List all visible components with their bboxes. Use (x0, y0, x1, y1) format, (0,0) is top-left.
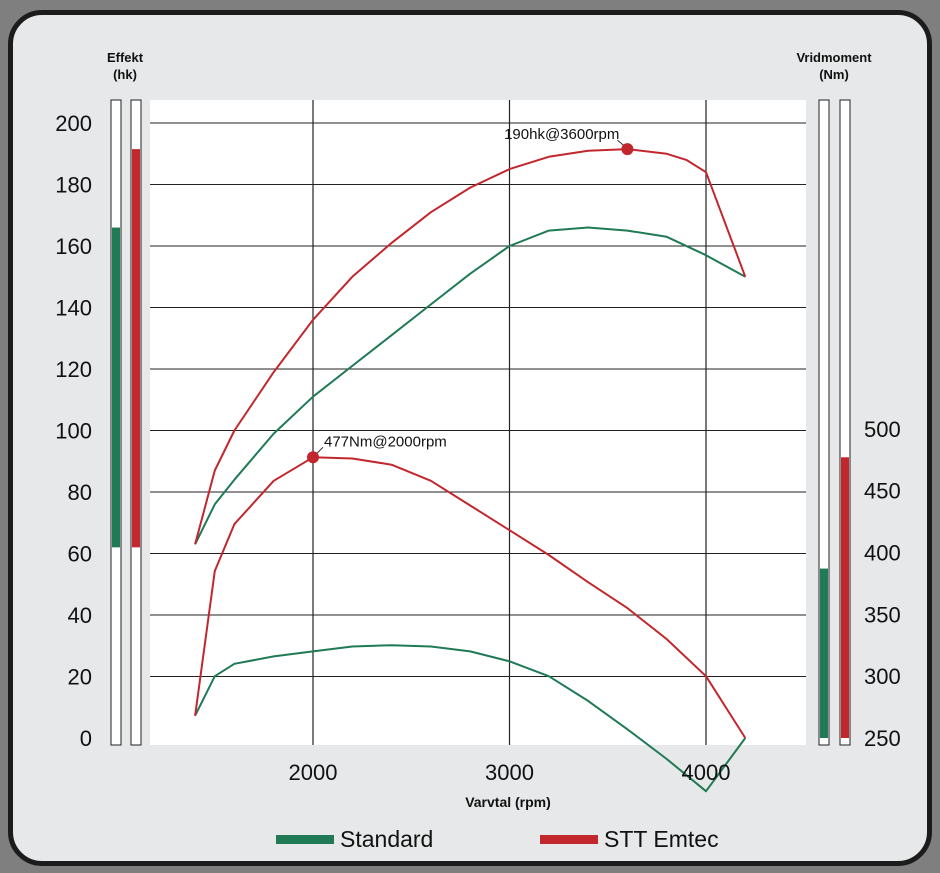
right-bar-standard (820, 568, 828, 738)
annotation-leader (316, 446, 324, 454)
series-line-stt-emtec-torque (194, 456, 747, 739)
right-tick-labels: 250 300 350 400 450 500 (864, 417, 901, 751)
left-tick-labels: 0 20 40 60 80 100 120 140 160 180 200 (55, 111, 92, 751)
series-line-standard-power (194, 226, 746, 545)
left-axis-title-2: (hk) (113, 67, 137, 82)
legend-swatch-standard (276, 835, 334, 844)
right-bar-frame (839, 99, 851, 746)
right-tick-label: 450 (864, 479, 901, 504)
series-line-stt-emtec-power (194, 148, 747, 545)
x-tick-label: 3000 (485, 760, 534, 785)
right-tick-label: 350 (864, 602, 901, 627)
left-tick-label: 100 (55, 419, 92, 444)
left-tick-label: 40 (68, 603, 92, 628)
series-line-standard-torque (194, 644, 747, 793)
series-group (194, 148, 747, 793)
x-tick-label: 2000 (289, 760, 338, 785)
right-tick-label: 300 (864, 664, 901, 689)
left-bar-stt-emtec (132, 149, 140, 548)
legend: Standard STT Emtec (0, 826, 940, 858)
legend-item-stt-emtec: STT Emtec (540, 826, 719, 853)
left-tick-label: 20 (68, 665, 92, 690)
left-tick-label: 140 (55, 296, 92, 321)
right-tick-label: 250 (864, 726, 901, 751)
annotation-leader (617, 139, 624, 146)
x-tick-label: 4000 (682, 760, 731, 785)
legend-label-standard: Standard (340, 826, 434, 852)
peak-marker (307, 451, 319, 464)
left-tick-label: 0 (80, 726, 92, 751)
left-axis-title-1: Effekt (107, 50, 144, 65)
right-tick-label: 400 (864, 540, 901, 565)
x-axis-title: Varvtal (rpm) (465, 794, 551, 810)
right-tick-label: 500 (864, 417, 901, 442)
x-tick-labels: 2000 3000 4000 (289, 760, 731, 785)
legend-label-stt-emtec: STT Emtec (604, 826, 719, 852)
peak-marker (621, 143, 634, 156)
annotation-label: 477Nm@2000rpm (324, 433, 447, 450)
left-tick-label: 120 (55, 357, 92, 382)
plot-area (150, 100, 806, 745)
right-bars (818, 99, 851, 746)
left-bars (110, 99, 142, 746)
marker-group: 190hk@3600rpm 477Nm@2000rpm (307, 126, 634, 464)
left-tick-label: 60 (68, 542, 92, 567)
left-tick-label: 200 (55, 111, 92, 136)
legend-swatch-stt-emtec (540, 835, 598, 844)
right-bar-frame (818, 99, 830, 746)
legend-item-standard: Standard (276, 826, 433, 853)
right-axis-title-1: Vridmoment (796, 50, 872, 65)
right-bar-stt-emtec (841, 457, 849, 738)
left-tick-label: 180 (55, 173, 92, 198)
annotation-label: 190hk@3600rpm (504, 126, 619, 143)
left-bar-standard (112, 227, 120, 548)
left-tick-label: 80 (68, 480, 92, 505)
right-axis-title-2: (Nm) (819, 67, 849, 82)
left-tick-label: 160 (55, 234, 92, 259)
